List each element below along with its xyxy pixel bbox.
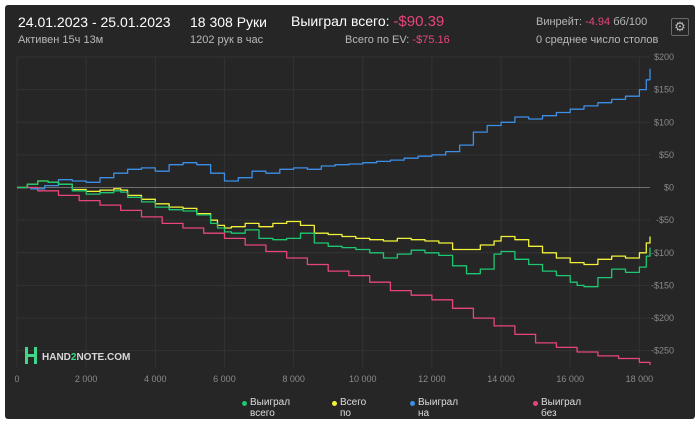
series-lines	[17, 68, 651, 365]
legend-dot	[410, 401, 415, 406]
x-tick-label: 18 000	[626, 374, 654, 384]
won-total: Выиграл всего: -$90.39	[291, 13, 444, 30]
hand2note-logo: HAND2NOTE.COM	[25, 347, 130, 364]
y-tick-label: -$100	[651, 248, 674, 258]
date-range: 24.01.2023 - 25.01.2023	[18, 14, 171, 30]
y-tick-label: -$250	[651, 346, 674, 356]
y-tick-label: -$50	[656, 215, 674, 225]
legend-dot	[242, 401, 247, 406]
y-tick-label: $0	[664, 183, 674, 193]
series-showdown	[17, 68, 651, 190]
winrate: Винрейт: -4.94 бб/100	[536, 16, 647, 28]
logo-text: HAND2NOTE.COM	[42, 352, 130, 363]
winrate-value: -4.94	[585, 16, 611, 28]
y-tick-label: $200	[654, 52, 674, 62]
series-won-total	[17, 180, 651, 288]
y-tick-label: $100	[654, 117, 674, 127]
hands-per-hour: 1202 рук в час	[190, 34, 264, 46]
hands-count: 18 308 Руки	[190, 14, 267, 30]
y-tick-label: -$200	[651, 313, 674, 323]
legend-label: Выиграл без шоудауна	[541, 397, 582, 419]
x-tick-label: 12 000	[418, 374, 446, 384]
winrate-unit: бб/100	[613, 16, 648, 28]
x-tick-label: 8 000	[282, 374, 305, 384]
y-tick-label: $150	[654, 85, 674, 95]
x-tick-label: 10 000	[349, 374, 377, 384]
legend-label: Выиграл всего	[250, 397, 291, 419]
x-tick-label: 0	[14, 374, 19, 384]
legend-label: Выиграл на шоудауне	[418, 397, 459, 419]
legend-dot	[533, 401, 538, 406]
y-tick-label: $50	[659, 150, 674, 160]
ev-total-value: -$75.16	[412, 34, 450, 46]
active-time: Активен 15ч 13м	[18, 34, 104, 46]
x-tick-label: 16 000	[556, 374, 584, 384]
won-total-value: -$90.39	[393, 13, 445, 30]
winrate-label: Винрейт:	[536, 16, 583, 28]
legend-label: Всего по EV	[340, 397, 367, 419]
winnings-chart: 0 2 000 4 000 6 000 8 000 10 000 12 000 14 000 1…	[14, 52, 674, 384]
session-stats-panel: 24.01.2023 - 25.01.2023 Активен 15ч 13м …	[5, 5, 695, 419]
x-tick-label: 6 000	[213, 374, 236, 384]
axis-labels: 0 2 000 4 000 6 000 8 000 10 000 12 000 14 000 1…	[14, 52, 674, 384]
gear-icon[interactable]: ⚙	[671, 18, 689, 36]
average-tables: 0 среднее число столов	[536, 34, 659, 46]
ev-total-label: Всего по EV:	[345, 34, 410, 46]
x-tick-label: 2 000	[75, 374, 98, 384]
y-tick-label: -$150	[651, 280, 674, 290]
won-total-label: Выиграл всего:	[291, 13, 390, 29]
x-tick-label: 4 000	[144, 374, 167, 384]
series-non-showdown	[17, 186, 651, 365]
x-tick-label: 14 000	[487, 374, 515, 384]
h2n-logo-icon	[25, 347, 37, 364]
legend-dot	[332, 401, 337, 406]
ev-total: Всего по EV: -$75.16	[345, 34, 450, 46]
grid-lines	[16, 56, 650, 367]
series-ev-total	[17, 180, 651, 266]
